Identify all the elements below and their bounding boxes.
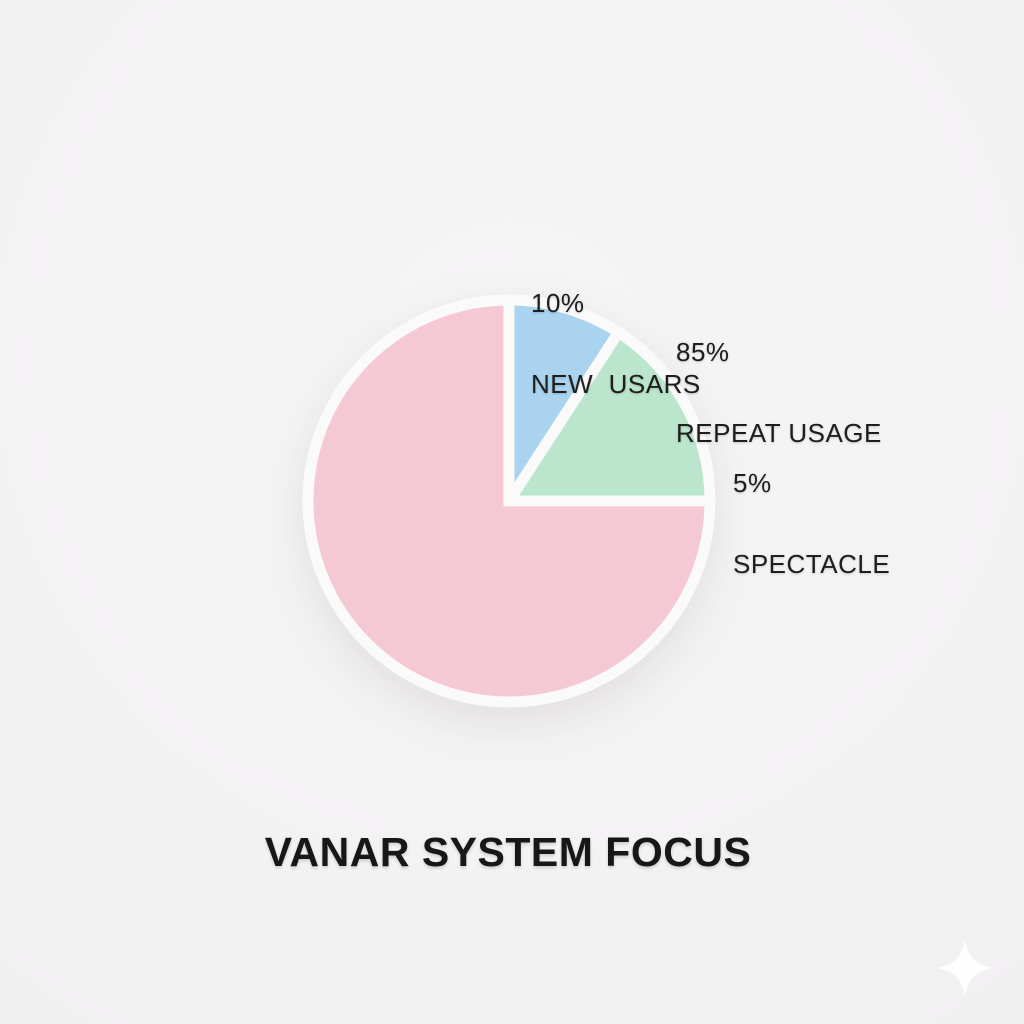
slice-label-spectacle: 5% SPECTACLE <box>733 416 890 632</box>
slice-name: SPECTACLE <box>733 549 891 579</box>
chart-title: VANAR SYSTEM FOCUS <box>264 829 752 875</box>
sparkle-star-shape <box>937 940 993 996</box>
slice-label-repeat-usage: 85% REPEAT USAGE <box>676 285 882 501</box>
slice-pct: 85% <box>676 337 730 367</box>
slice-name: NEW USARS <box>531 369 701 399</box>
sparkle-icon <box>937 940 993 996</box>
slice-pct: 5% <box>733 468 772 498</box>
slice-name: REPEAT USAGE <box>676 418 882 448</box>
pie-slice-repeat-usage <box>498 324 716 507</box>
slice-pct: 10% <box>531 288 585 318</box>
slice-label-new-usars: 10% NEW USARS <box>531 236 701 452</box>
pie-slice-spectacle <box>302 294 716 708</box>
